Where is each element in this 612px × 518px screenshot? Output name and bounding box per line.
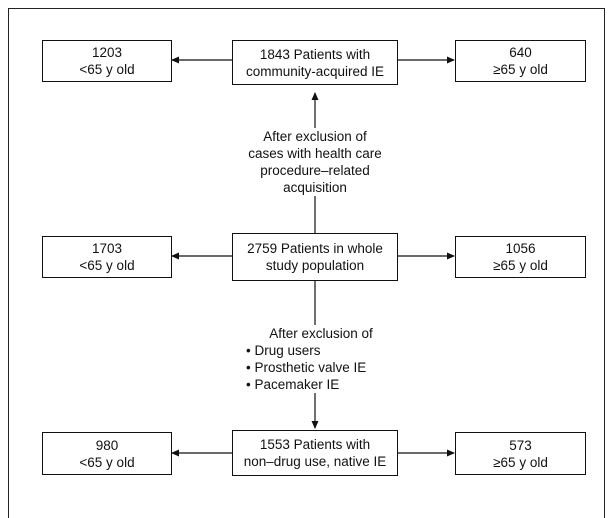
row1-under65-label: <65 y old: [79, 62, 135, 77]
row2-center-line1: 2759 Patients in whole: [247, 241, 383, 256]
exclusion2-bullet-drug-users: • Drug users: [246, 343, 321, 358]
exclusion2-heading: After exclusion of: [269, 326, 373, 341]
row3-under65-count: 980: [95, 437, 119, 453]
row1-65plus-count: 640: [509, 45, 532, 60]
row3-65plus-label: ≥65 y old: [493, 454, 548, 470]
box-row1-community-acquired: 1843 Patients with community-acquired IE: [232, 40, 398, 85]
row3-65plus-count: 573: [509, 437, 532, 453]
exclusion2-bullet-prosthetic-valve: • Prosthetic valve IE: [246, 360, 367, 375]
exclusion1-line3: procedure–related: [260, 163, 370, 178]
exclusion-note-1: After exclusion of cases with health car…: [236, 128, 394, 196]
exclusion1-line2: cases with health care: [248, 146, 382, 161]
exclusion-note-2: After exclusion of • Drug users • Prosth…: [246, 325, 396, 393]
box-row3-under65: 980 <65 y old: [42, 432, 172, 475]
exclusion2-bullet-pacemaker: • Pacemaker IE: [246, 377, 340, 392]
box-row2-whole-population: 2759 Patients in whole study population: [232, 233, 398, 281]
exclusion1-line1: After exclusion of: [263, 129, 367, 144]
row2-center-line2: study population: [265, 258, 365, 273]
row1-65plus-label: ≥65 y old: [493, 62, 548, 77]
row3-center-line1: 1553 Patients with: [259, 437, 371, 452]
row2-under65-count: 1703: [91, 241, 123, 256]
box-row3-65plus: 573 ≥65 y old: [455, 432, 586, 475]
box-row3-non-drug-native: 1553 Patients with non–drug use, native …: [232, 430, 398, 476]
row3-center-line2: non–drug use, native IE: [243, 454, 387, 469]
row3-under65-label: <65 y old: [79, 454, 135, 470]
exclusion1-line4: acquisition: [283, 180, 347, 195]
figure-frame: [8, 8, 605, 518]
row1-center-line2: community-acquired IE: [245, 63, 385, 79]
box-row1-under65: 1203 <65 y old: [42, 40, 172, 82]
row2-65plus-label: ≥65 y old: [493, 258, 548, 273]
row2-under65-label: <65 y old: [79, 258, 135, 273]
row1-under65-count: 1203: [91, 45, 123, 60]
row1-center-line1: 1843 Patients with: [259, 46, 371, 62]
box-row2-under65: 1703 <65 y old: [42, 236, 172, 278]
box-row1-65plus: 640 ≥65 y old: [455, 40, 586, 82]
box-row2-65plus: 1056 ≥65 y old: [455, 236, 586, 278]
row2-65plus-count: 1056: [505, 241, 536, 256]
